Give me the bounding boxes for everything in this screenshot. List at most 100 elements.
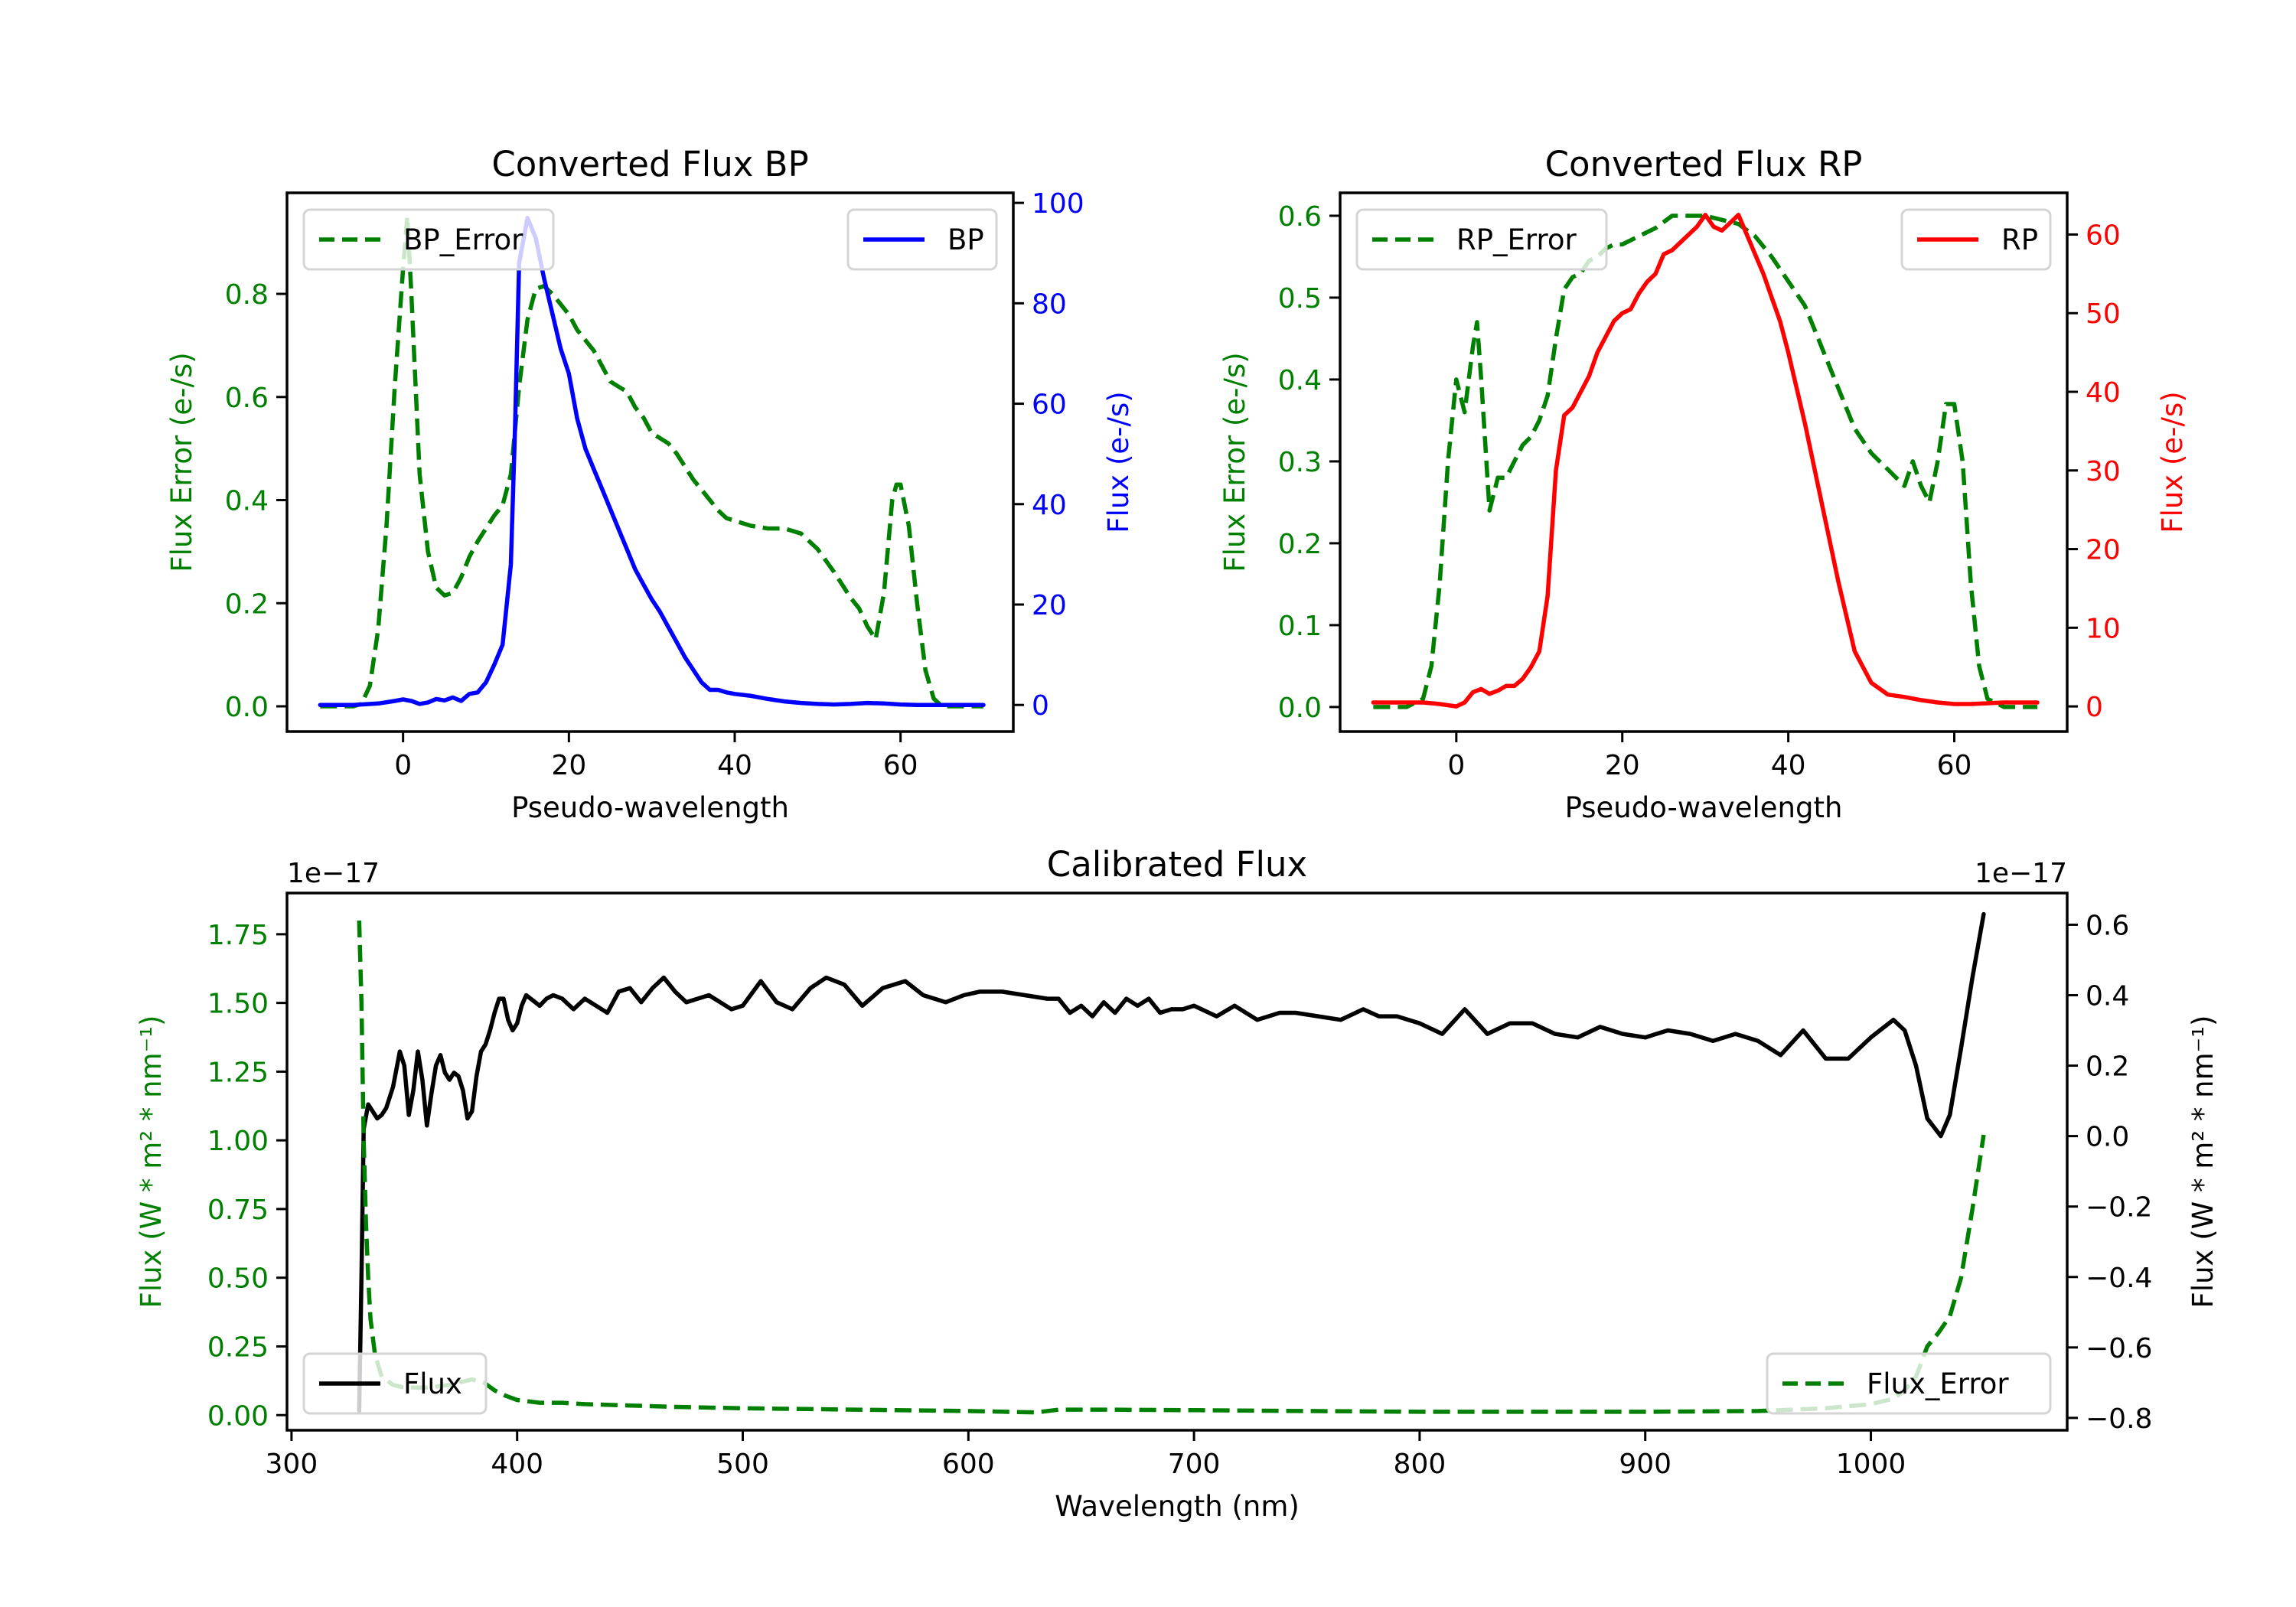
bp-axes-frame (285, 191, 1015, 733)
y-right-tick-label: 30 (2086, 456, 2121, 487)
x-tick-label: 1000 (1836, 1449, 1906, 1480)
bp-y-right-axis-label: Flux (e-/s) (1102, 391, 1135, 533)
y-left-tick-label: 0.2 (1278, 529, 1322, 560)
series-rp-error-line (1373, 214, 2037, 709)
bp-title: Converted Flux BP (491, 144, 808, 184)
series-bp-line (318, 216, 986, 707)
y-left-tick-label: 1.00 (207, 1126, 269, 1157)
y-left-tick-label: 0.2 (225, 588, 269, 620)
y-left-tick-label: 0.6 (1278, 201, 1322, 233)
y-left-tick-label: 0.0 (225, 692, 269, 723)
y-right-tick-label: 80 (1032, 288, 1067, 320)
rp-title: Converted Flux RP (1545, 144, 1863, 184)
series-flux-error-line (357, 920, 1986, 1415)
y-right-tick-label: 0.4 (2086, 980, 2129, 1012)
y-left-tick-label: 0.1 (1278, 611, 1322, 642)
legend-rp: RP (1900, 208, 2052, 271)
rp-axes-frame (1339, 191, 2069, 733)
x-tick-label: 300 (266, 1449, 318, 1480)
rp-x-axis-label: Pseudo-wavelength (1565, 791, 1843, 824)
y-right-tick-label: 0 (2086, 692, 2103, 723)
series-bp-error-line (320, 214, 983, 709)
legend-label: BP (947, 223, 984, 256)
y-left-tick-label: 0.4 (1278, 365, 1322, 396)
legend-box (1766, 1352, 2052, 1415)
y-left-tick-label: 0.50 (207, 1263, 269, 1295)
y-right-tick-label: 40 (2086, 377, 2121, 409)
x-tick-label: 600 (942, 1449, 995, 1480)
y-right-tick-label: 40 (1032, 490, 1067, 521)
legend-label: BP_Error (403, 223, 523, 256)
y-left-tick-label: 0.3 (1278, 447, 1322, 478)
y-left-tick-label: 0.4 (225, 486, 269, 517)
y-right-tick-label: 0.6 (2086, 910, 2129, 941)
calibrated-y-right-axis-label: Flux (W * m² * nm⁻¹) (2187, 1015, 2219, 1309)
y-left-tick-label: 0.75 (207, 1195, 269, 1226)
y-right-tick-label: 0 (1032, 690, 1049, 722)
x-tick-label: 0 (1447, 750, 1465, 781)
x-tick-label: 20 (1605, 750, 1640, 781)
legend-box (302, 208, 555, 271)
y-right-tick-label: 50 (2086, 298, 2121, 330)
x-tick-label: 700 (1168, 1449, 1221, 1480)
x-tick-label: 40 (717, 750, 752, 781)
x-tick-label: 0 (394, 750, 412, 781)
legend-bp: BP (846, 208, 998, 271)
y-left-tick-label: 1.75 (207, 920, 269, 951)
series-rp-line (1371, 213, 2040, 709)
bp-x-axis-label: Pseudo-wavelength (511, 791, 789, 824)
x-tick-label: 800 (1394, 1449, 1446, 1480)
y-right-tick-label: 20 (1032, 590, 1067, 621)
y-left-tick-label: 0.25 (207, 1332, 269, 1363)
y-left-tick-label: 0.6 (225, 383, 269, 414)
legend-bp-error: BP_Error (302, 208, 555, 271)
y-right-tick-label: −0.8 (2086, 1403, 2152, 1435)
legend-flux-error: Flux_Error (1766, 1352, 2052, 1415)
y-right-tick-label: 100 (1032, 188, 1084, 220)
legend-rp-error: RP_Error (1355, 208, 1608, 271)
x-tick-label: 900 (1619, 1449, 1671, 1480)
y-left-tick-label: 0.00 (207, 1400, 269, 1432)
x-tick-label: 60 (1937, 750, 1972, 781)
y-right-tick-label: 0.2 (2086, 1051, 2129, 1083)
bp-panel: Converted Flux BP 0 20 40 60 0.0 0.2 0.4 0.6 0.8 0… (165, 144, 1135, 824)
y-right-tick-label: 10 (2086, 613, 2121, 644)
rp-y-left-axis-label: Flux Error (e-/s) (1218, 352, 1251, 572)
y-left-tick-label: 0.5 (1278, 283, 1322, 315)
x-tick-label: 500 (716, 1449, 769, 1480)
y-right-tick-label: 20 (2086, 535, 2121, 566)
calibrated-title: Calibrated Flux (1047, 844, 1307, 885)
rp-y-right-axis-label: Flux (e-/s) (2156, 391, 2189, 533)
y-left-tick-label: 0.8 (225, 279, 269, 311)
legend-label: Flux_Error (1867, 1367, 2009, 1400)
y-right-tick-label: 0.0 (2086, 1122, 2129, 1153)
legend-flux: Flux (302, 1352, 488, 1415)
x-tick-label: 20 (551, 750, 586, 781)
x-tick-label: 400 (491, 1449, 543, 1480)
calibrated-x-axis-label: Wavelength (nm) (1055, 1490, 1300, 1523)
y-right-offset-text: 1e−17 (1975, 858, 2067, 889)
legend-label: RP_Error (1456, 223, 1577, 256)
calibrated-y-left-axis-label: Flux (W * m² * nm⁻¹) (135, 1015, 168, 1309)
y-right-tick-label: 60 (1032, 390, 1067, 421)
y-right-tick-label: −0.6 (2086, 1333, 2152, 1364)
x-tick-label: 60 (883, 750, 918, 781)
x-tick-label: 40 (1771, 750, 1806, 781)
series-flux-line (357, 911, 1986, 1413)
y-right-tick-label: −0.2 (2086, 1192, 2152, 1224)
legend-label: Flux (403, 1367, 462, 1400)
y-left-tick-label: 0.0 (1278, 693, 1322, 724)
legend-label: RP (2001, 223, 2038, 256)
calibrated-axes-frame (285, 892, 2069, 1432)
y-left-tick-label: 1.50 (207, 989, 269, 1020)
bp-y-left-axis-label: Flux Error (e-/s) (165, 352, 198, 572)
legend-box (1355, 208, 1608, 271)
rp-panel: Converted Flux RP 0 20 40 60 0.0 0.1 0.2 0.3 0.4 0… (1218, 144, 2189, 824)
y-right-tick-label: −0.4 (2086, 1263, 2152, 1294)
legend-box (302, 1352, 488, 1415)
y-left-offset-text: 1e−17 (287, 858, 380, 889)
calibrated-panel: Calibrated Flux 300 400 500 600 700 800 900 1000… (135, 844, 2219, 1523)
y-left-tick-label: 1.25 (207, 1057, 269, 1088)
y-right-tick-label: 60 (2086, 220, 2121, 251)
